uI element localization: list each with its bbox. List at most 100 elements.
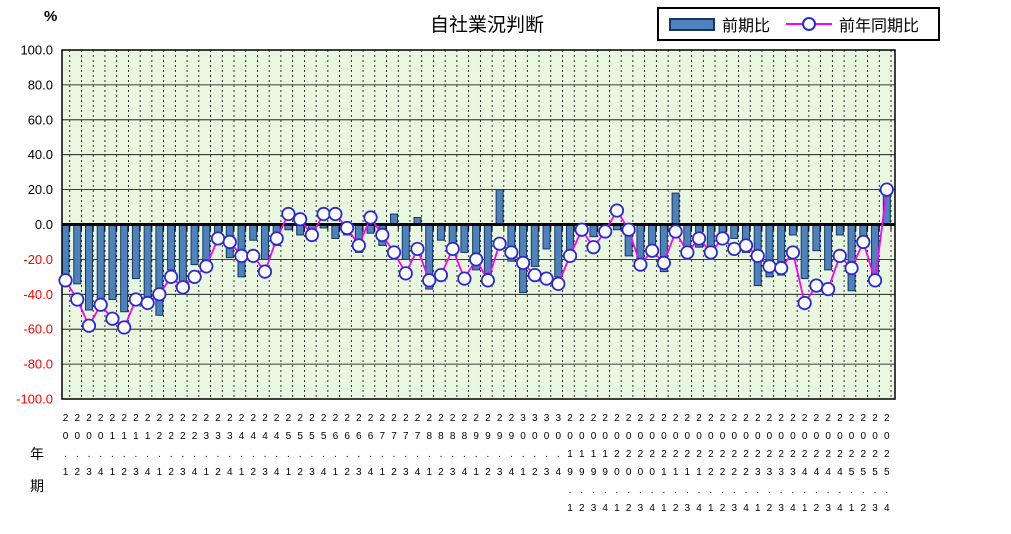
line-marker-2024.3 [821,281,836,297]
line-marker-22.2 [164,269,179,284]
line-marker-2022.4 [738,238,754,253]
line-marker-2024.4 [832,248,847,264]
line-marker-29.3 [492,236,507,251]
line-marker-2023.1 [750,248,765,264]
line-marker-2020.3 [633,257,648,272]
line-marker-25.4 [316,206,331,222]
bar-30.2 [530,224,539,267]
line-marker-23.1 [199,259,214,274]
bar-21.1 [108,224,117,301]
line-marker-2019.2 [574,222,589,237]
legend-bar-label: 前期比 [722,18,771,35]
line-marker-27.4 [410,241,425,257]
bar-22.3 [178,224,187,283]
bar-2022.3 [730,224,739,239]
bar-2019.3 [589,224,598,238]
y-tick-label: 60.0 [28,112,53,127]
y-tick-label: -60.0 [23,322,53,337]
line-marker-26.2 [339,220,355,236]
legend-line-label: 前年同期比 [839,18,920,35]
line-marker-23.4 [222,234,237,250]
line-marker-30.1 [515,255,531,270]
line-marker-24.1 [234,248,249,264]
line-marker-23.2 [210,231,226,246]
line-marker-2025.4 [879,182,894,197]
line-marker-20.2 [70,292,85,307]
line-marker-2023.3 [774,261,789,276]
bar-24.3 [260,224,269,260]
bar-30.3 [542,224,551,250]
line-marker-2022.3 [727,241,742,257]
line-marker-2019.4 [598,224,613,239]
line-marker-22.3 [175,280,190,295]
line-marker-2025.2 [856,234,871,250]
bar-20.1 [61,224,70,280]
bar-26.1 [331,224,340,239]
line-marker-2020.2 [621,222,636,237]
line-marker-26.4 [363,210,378,225]
line-marker-30.4 [551,276,566,291]
bar-22.1 [155,224,164,316]
line-marker-27.3 [398,266,413,281]
line-marker-27.2 [386,245,402,260]
line-marker-30.3 [539,271,554,286]
y-tick-label: -40.0 [23,287,53,302]
line-marker-21.4 [140,295,155,311]
line-marker-22.1 [152,287,167,302]
plot-border [61,49,896,400]
line-marker-29.2 [480,273,495,288]
bar-21.2 [120,224,129,313]
line-marker-29.4 [504,245,519,260]
line-marker-25.1 [281,206,296,222]
y-axis-unit-label: % [44,8,58,25]
bar-20.3 [84,224,93,311]
bar-27.3 [401,224,410,260]
legend: 前期比 前年同期比 [657,7,940,41]
line-marker-20.1 [58,273,73,288]
line-marker-28.2 [433,268,449,283]
bar-27.2 [390,213,399,225]
bar-2023.4 [788,224,797,236]
bar-23.1 [202,224,211,264]
line-marker-21.1 [105,311,120,326]
line-marker-2022.1 [703,245,718,260]
bar-2024.1 [800,224,809,280]
